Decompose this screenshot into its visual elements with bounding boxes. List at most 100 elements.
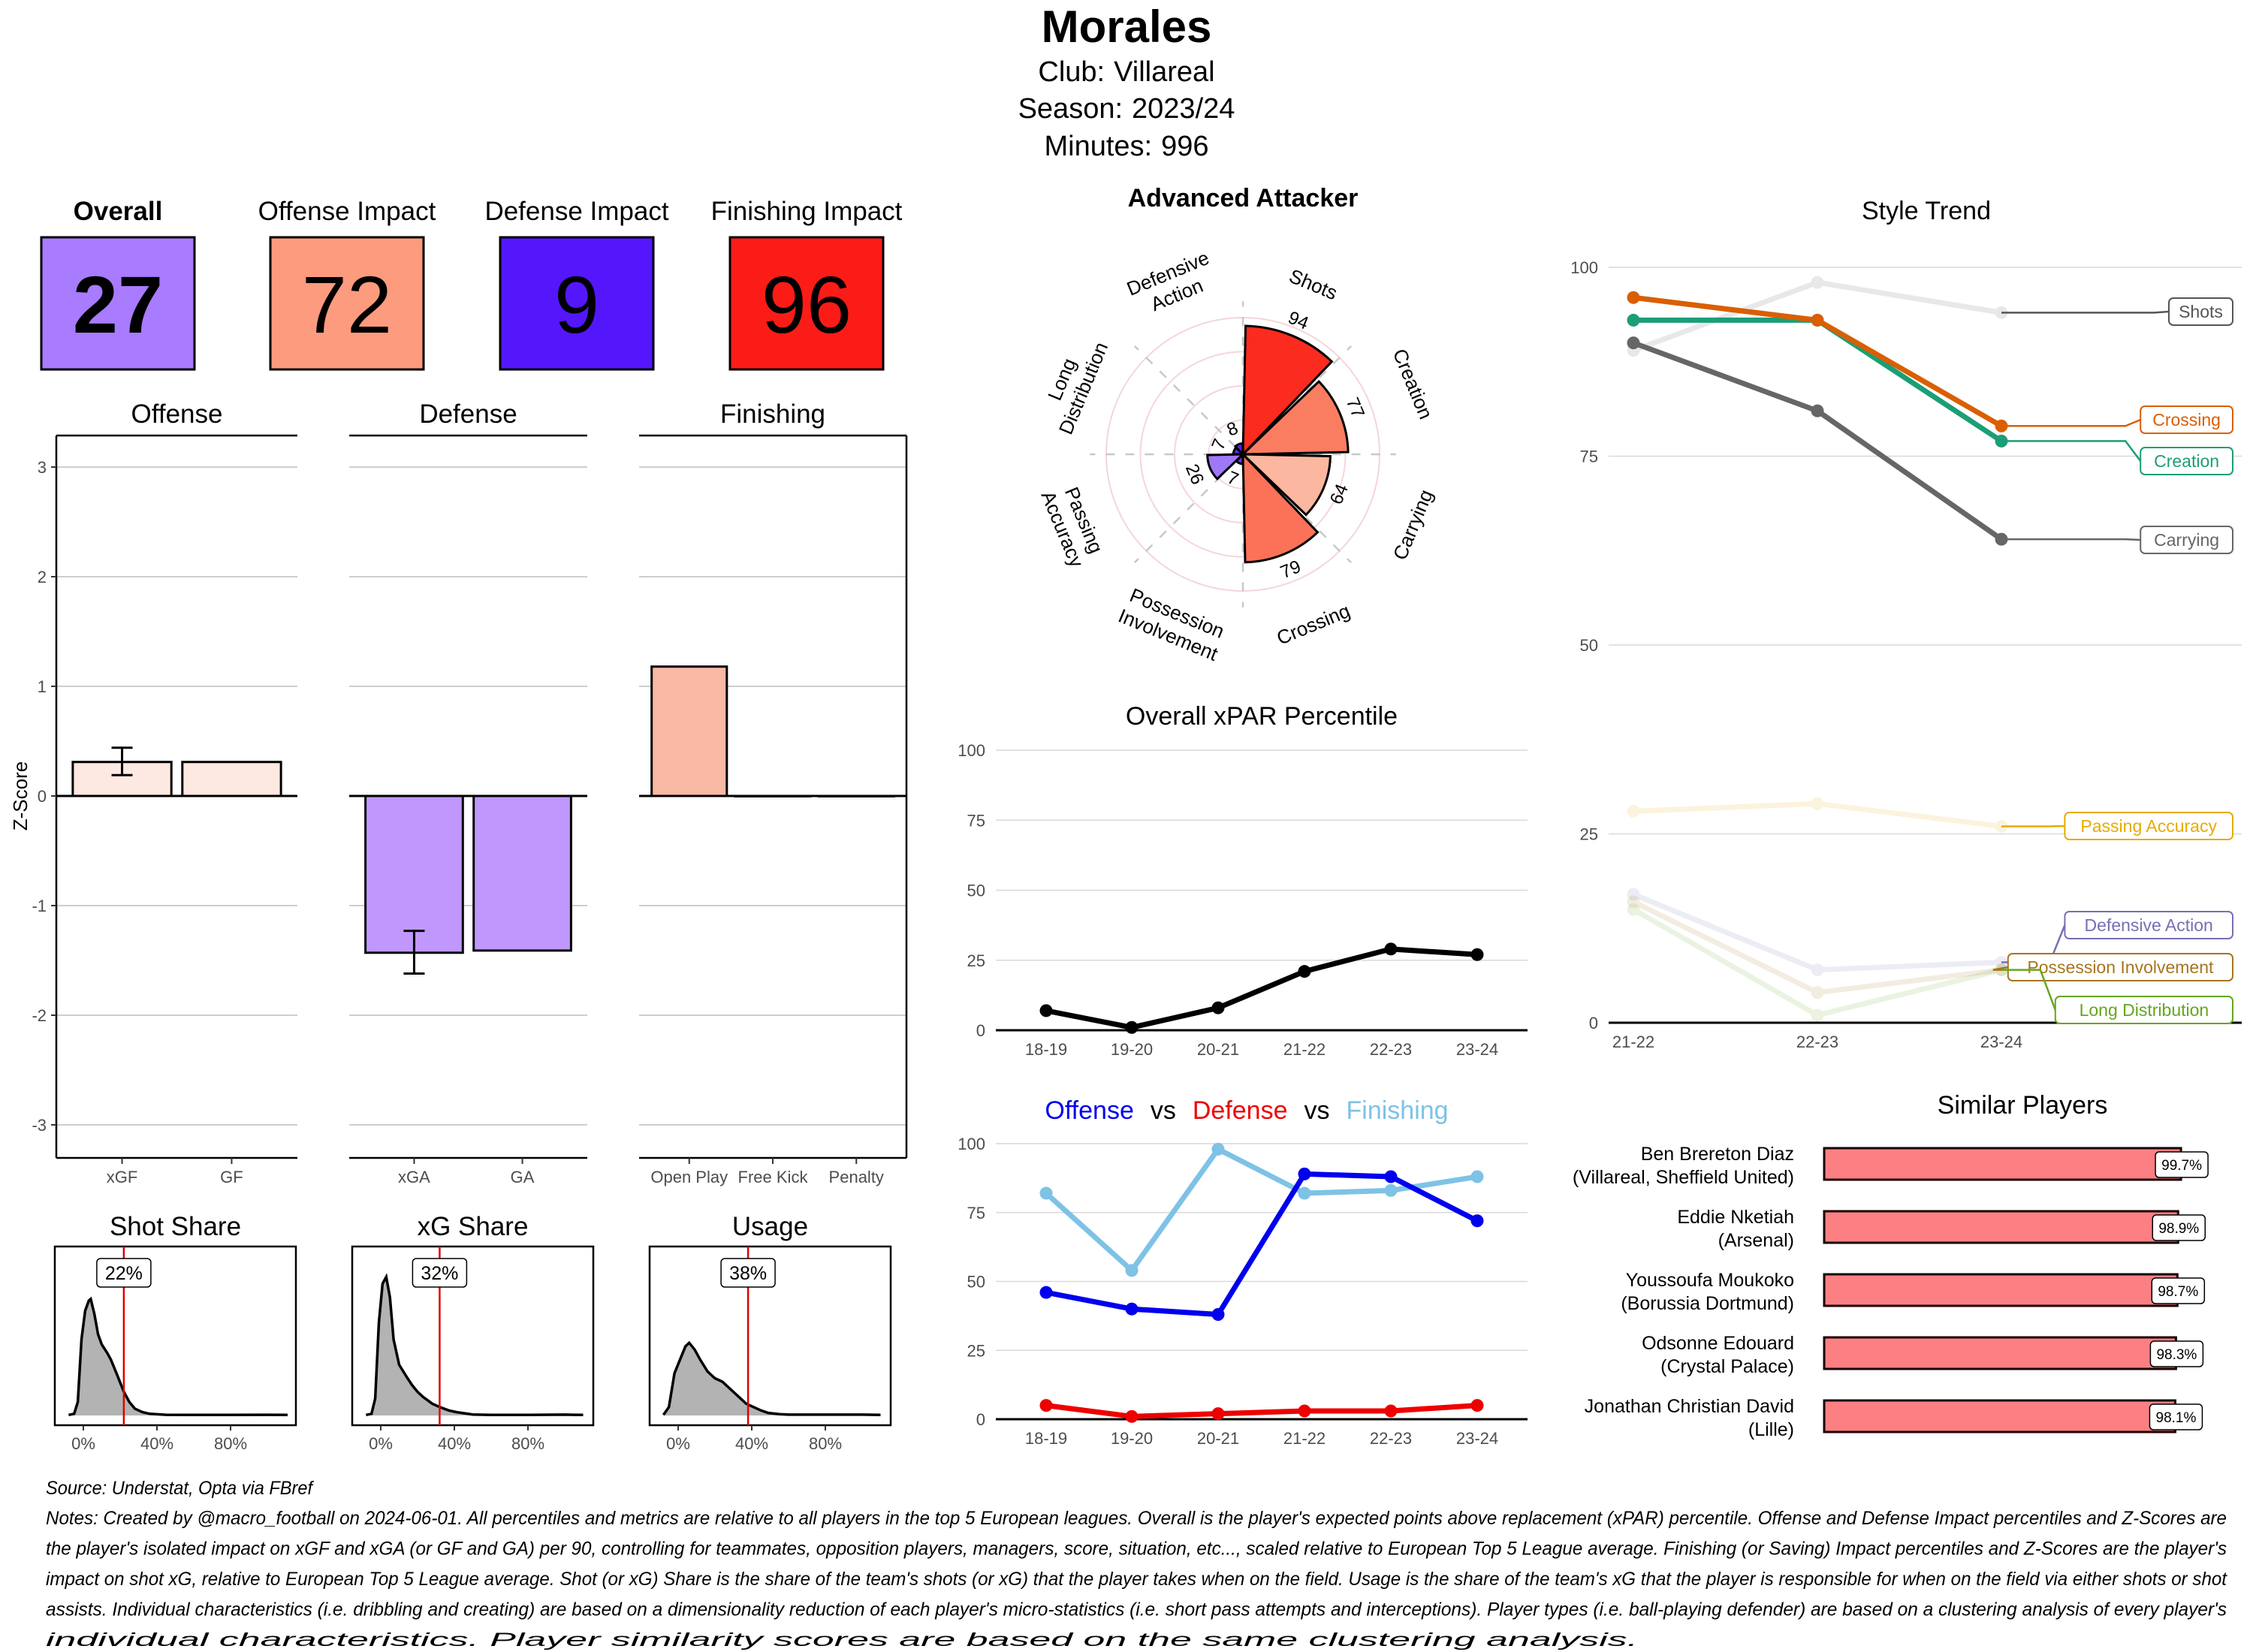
similarity-label: 98.7% (2158, 1284, 2198, 1300)
club-line: Club: Villareal (1038, 56, 1214, 88)
similarity-bar (1823, 1273, 2179, 1307)
data-point (1470, 1399, 1484, 1412)
header: Morales Club: Villareal Season: 2023/24 Mi… (1018, 2, 1235, 162)
series-finishing (1039, 1142, 1484, 1277)
y-tick-label: 25 (967, 951, 985, 970)
score-box (728, 236, 885, 371)
radar-value-label: 8 (1224, 418, 1241, 441)
y-tick-label: 100 (958, 1135, 985, 1153)
density-area (68, 1298, 288, 1415)
z-panel-finishing: Finishing Open Play Free Kick Penalty (639, 399, 908, 1186)
y-tick-label: -3 (32, 1116, 47, 1135)
label-text: Defensive Action (2085, 915, 2213, 935)
data-point (1211, 1407, 1225, 1421)
series-line (1039, 942, 1484, 1034)
similarity-bar (1823, 1399, 2176, 1433)
y-tick-label: 75 (967, 1204, 985, 1222)
series-offense (1039, 1167, 1484, 1322)
data-point (1627, 895, 1640, 909)
x-tick-label: 40% (735, 1434, 768, 1453)
title-part: vs (1151, 1096, 1176, 1125)
data-point (1298, 1186, 1311, 1200)
data-point (1470, 1170, 1484, 1183)
notes-line: assists. Individual characteristics (i.e… (46, 1599, 2227, 1620)
marker-label-box (96, 1258, 152, 1288)
radar-value-label: 7 (1208, 436, 1230, 454)
score-label: Defense Impact (484, 197, 668, 226)
x-tick-label: 40% (438, 1434, 471, 1453)
data-point (1384, 1404, 1398, 1418)
label-text: Passing Accuracy (2080, 816, 2217, 836)
label-connector (2001, 418, 2141, 427)
x-tick-label: 0% (71, 1434, 95, 1453)
label-box (2140, 526, 2233, 554)
radar-bar-carrying (1240, 453, 1332, 517)
series-line (1633, 800, 2002, 829)
series-label-long-distribution: Long Distribution (2001, 969, 2234, 1024)
offense-defense-finishing-chart: Offense vs Defense vs Finishing 0 25 50 75 100 18-… (958, 1096, 1528, 1448)
series-label-creation: Creation (2001, 440, 2233, 475)
similar-players-chart: Similar Players Ben Brereton Diaz(Villare… (1573, 1091, 2209, 1440)
title-part: vs (1304, 1096, 1330, 1125)
data-point (1627, 888, 1640, 901)
notes-line: the player's isolated impact on xGF and … (46, 1539, 2227, 1560)
similarity-label-box (2151, 1277, 2206, 1304)
y-tick-label: 50 (967, 1273, 985, 1292)
club-value: Villareal (1114, 56, 1214, 88)
label-line: Creation (1389, 345, 1437, 422)
y-tick-label: 50 (1580, 636, 1598, 655)
title-part: Offense (1045, 1096, 1133, 1125)
x-tick-label: 23-24 (1456, 1429, 1498, 1448)
score-value: 9 (554, 259, 599, 350)
data-point (1298, 1167, 1311, 1180)
z-panel-offense: Offense xGF GF (56, 399, 297, 1186)
label-box (2168, 297, 2233, 326)
chart-title: Overall xPAR Percentile (1126, 702, 1398, 731)
player-team: (Crystal Palace) (1660, 1356, 1794, 1377)
marker-label-box (720, 1258, 776, 1288)
series-crossing (1627, 291, 2008, 433)
player-team: (Lille) (1748, 1419, 1794, 1440)
footer-notes: Source: Understat, Opta via FBref Notes: … (46, 1478, 2227, 1650)
player-name: Jonathan Christian David (1585, 1396, 1794, 1417)
panel-title: Offense (131, 399, 223, 429)
x-tick-label: 20-21 (1197, 1040, 1239, 1059)
series-line (1045, 1171, 1479, 1318)
advanced-attacker-radar: Advanced Attacker 94 Shots 77 Creation 64 Carr… (1036, 184, 1437, 665)
score-box (40, 236, 196, 371)
player-team: (Villareal, Sheffield United) (1573, 1167, 1794, 1188)
xpar-percentile-chart: Overall xPAR Percentile 0 25 50 75 100 18-19 19… (958, 702, 1528, 1059)
series-defense (1039, 1399, 1484, 1423)
y-tick-label: 100 (958, 741, 985, 760)
marker-label-box (412, 1258, 468, 1288)
similar-player-row: Ben Brereton Diaz(Villareal, Sheffield U… (1573, 1144, 2209, 1188)
label-box (2054, 996, 2234, 1024)
x-tick-label: xGA (398, 1168, 430, 1186)
label-box (2140, 405, 2233, 434)
score-value: 96 (762, 259, 852, 350)
series-line (1045, 1403, 1478, 1419)
data-point (1211, 1001, 1225, 1014)
data-point (1384, 1170, 1398, 1183)
season-value: 2023/24 (1132, 93, 1235, 125)
x-tick-label: Open Play (650, 1168, 728, 1186)
data-point (1470, 1214, 1484, 1228)
series-label-defensive-action: Defensive Action (2001, 911, 2233, 963)
series-label-passing-accuracy: Passing Accuracy (2001, 812, 2233, 840)
label-line: Shots (1286, 264, 1341, 304)
radar-bar-defensive-action (1233, 442, 1244, 457)
similarity-label: 98.3% (2156, 1347, 2197, 1363)
y-tick-label: -1 (32, 897, 47, 915)
score-label: Offense Impact (258, 197, 436, 226)
similarity-label: 98.1% (2156, 1410, 2197, 1426)
label-box (2064, 911, 2233, 939)
similarity-label: 98.9% (2158, 1221, 2199, 1237)
y-tick-label: 75 (967, 811, 985, 830)
series-label-carrying: Carrying (2001, 526, 2233, 554)
style-trend-chart: Style Trend 0 25 50 75 100 21-22 22-23 23-24 Shot… (1570, 197, 2242, 1051)
density-usage: Usage 38% 0% 40% 80% (648, 1212, 892, 1453)
label-connector (2001, 538, 2141, 541)
panel-title: Usage (732, 1212, 808, 1241)
radar-value-label: 64 (1326, 481, 1353, 508)
label-text: Carrying (2154, 530, 2219, 550)
